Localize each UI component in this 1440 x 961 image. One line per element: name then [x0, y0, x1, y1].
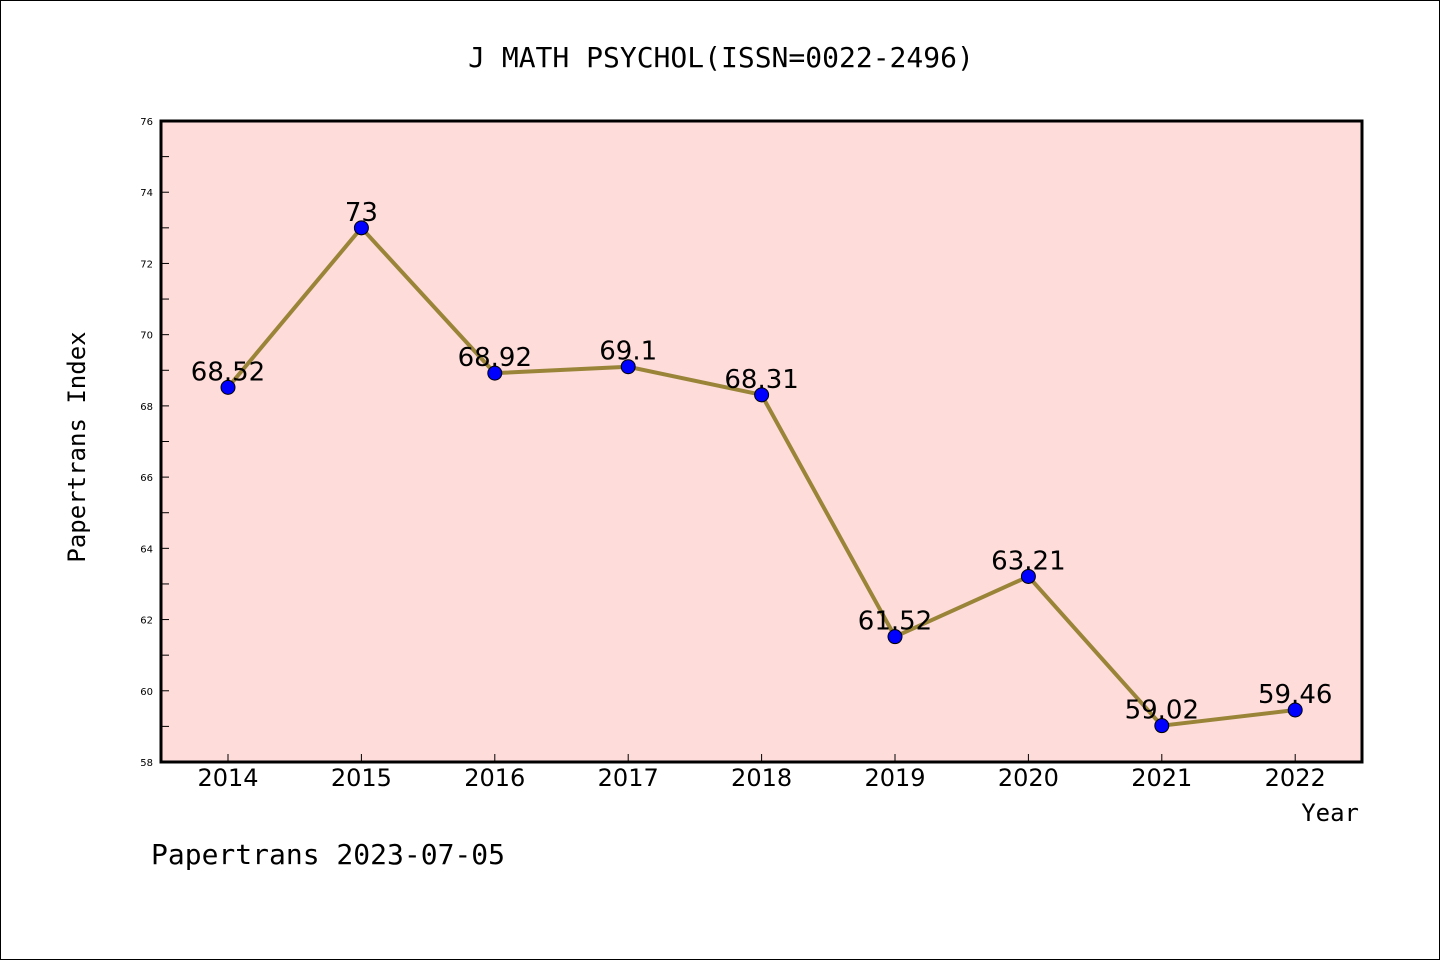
data-point	[887, 629, 903, 645]
data-label: 61.52	[858, 607, 932, 637]
y-tick-label: 74	[140, 188, 153, 199]
series-papertrans-index: 68.52 73 68.92 69.1 68.31 61.52 63.21 59.02 59.4…	[191, 198, 1332, 734]
plot-area	[161, 121, 1362, 762]
x-tick-label: 2021	[1131, 764, 1192, 792]
x-tick-label: 2018	[731, 764, 792, 792]
y-tick-label: 64	[140, 544, 153, 555]
data-label: 69.1	[599, 337, 657, 367]
data-label: 59.46	[1258, 680, 1332, 710]
data-point	[353, 220, 369, 236]
data-label: 63.21	[991, 546, 1065, 576]
data-point	[620, 359, 636, 375]
data-point	[1154, 718, 1170, 734]
x-tick-label: 2020	[998, 764, 1059, 792]
y-tick-label: 62	[140, 616, 153, 627]
y-tick-label: 72	[140, 259, 153, 270]
data-point	[1020, 568, 1036, 584]
data-point	[220, 379, 236, 395]
data-point	[754, 387, 770, 403]
x-axis: 2014 2015 2016 2017 2018 2019 2020 2021 2022	[197, 754, 1326, 792]
y-tick-label: 58	[140, 758, 153, 769]
x-axis-label: Year	[1301, 799, 1359, 827]
data-label: 73	[345, 198, 378, 228]
data-point	[1287, 702, 1303, 718]
footer-watermark: Papertrans 2023-07-05	[151, 838, 505, 871]
x-tick-label: 2022	[1265, 764, 1326, 792]
x-tick-label: 2016	[464, 764, 525, 792]
data-label: 68.92	[458, 343, 532, 373]
y-axis-label: Papertrans Index	[63, 331, 91, 562]
data-label: 68.52	[191, 357, 265, 387]
data-point	[487, 365, 503, 381]
y-tick-label: 66	[140, 473, 153, 484]
plot-border	[159, 119, 1364, 764]
x-tick-label: 2019	[864, 764, 925, 792]
y-tick-label: 70	[140, 331, 153, 342]
y-tick-label: 68	[140, 402, 153, 413]
chart-title: J MATH PSYCHOL(ISSN=0022-2496)	[468, 41, 974, 74]
data-label: 68.31	[724, 365, 798, 395]
y-tick-label: 60	[140, 687, 153, 698]
x-tick-label: 2015	[331, 764, 392, 792]
x-tick-label: 2014	[197, 764, 258, 792]
y-tick-label: 76	[140, 117, 153, 128]
x-tick-label: 2017	[598, 764, 659, 792]
data-label: 59.02	[1125, 696, 1199, 726]
